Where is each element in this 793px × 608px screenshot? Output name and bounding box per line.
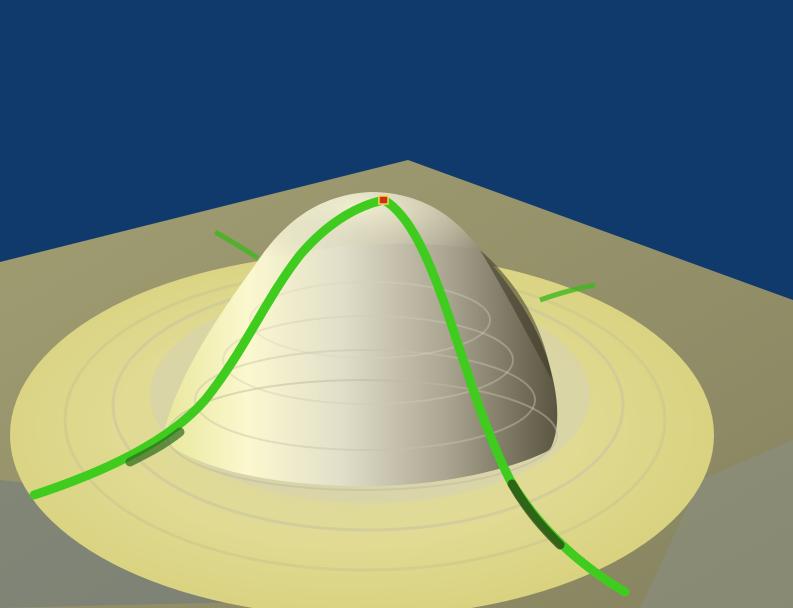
ground-plane-right-edge bbox=[640, 440, 793, 608]
green-path-shadow bbox=[125, 427, 185, 467]
dome-surface bbox=[162, 192, 558, 487]
green-path-branch bbox=[213, 229, 260, 261]
peak-marker bbox=[378, 195, 389, 205]
dome-terrace bbox=[249, 281, 491, 359]
dome-terrace bbox=[194, 349, 536, 451]
green-path-shadow bbox=[507, 479, 565, 550]
green-path-branch bbox=[539, 282, 596, 303]
dome-terrace bbox=[222, 315, 514, 405]
